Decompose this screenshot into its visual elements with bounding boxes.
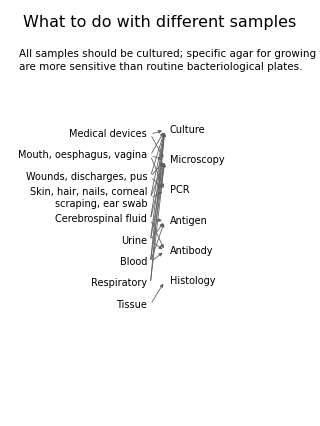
Text: PCR: PCR xyxy=(170,185,189,196)
Text: Cerebrospinal fluid: Cerebrospinal fluid xyxy=(55,214,147,225)
Text: What to do with different samples: What to do with different samples xyxy=(23,15,297,30)
Text: All samples should be cultured; specific agar for growing fungi
are more sensiti: All samples should be cultured; specific… xyxy=(19,49,320,72)
Text: Medical devices: Medical devices xyxy=(69,129,147,139)
Text: Mouth, oesphagus, vagina: Mouth, oesphagus, vagina xyxy=(18,150,147,161)
Text: Histology: Histology xyxy=(170,276,215,286)
Text: Wounds, discharges, pus: Wounds, discharges, pus xyxy=(26,172,147,182)
Text: Antigen: Antigen xyxy=(170,216,207,226)
Text: Respiratory: Respiratory xyxy=(91,278,147,288)
Text: Blood: Blood xyxy=(120,257,147,267)
Text: Antibody: Antibody xyxy=(170,246,213,256)
Text: Skin, hair, nails, corneal
scraping, ear swab: Skin, hair, nails, corneal scraping, ear… xyxy=(30,187,147,209)
Text: Culture: Culture xyxy=(170,125,205,135)
Text: Tissue: Tissue xyxy=(116,299,147,310)
Text: Urine: Urine xyxy=(121,236,147,246)
Text: Microscopy: Microscopy xyxy=(170,155,224,165)
